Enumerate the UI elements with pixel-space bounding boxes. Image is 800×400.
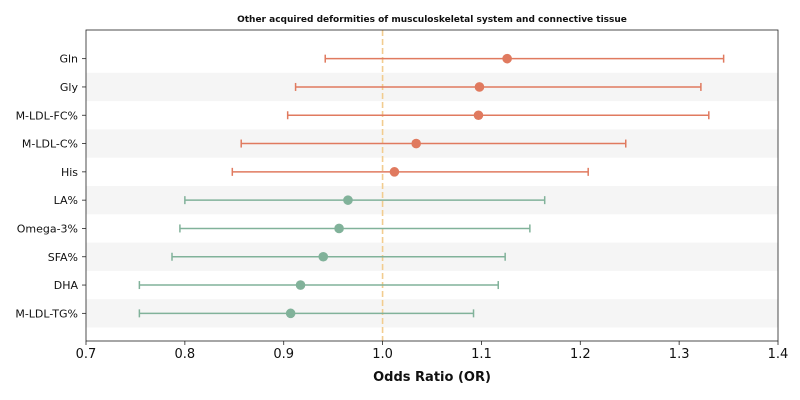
y-tick-label: M-LDL-FC% [16,109,78,122]
y-tick-label: His [61,166,78,179]
chart-title: Other acquired deformities of musculoske… [237,15,627,25]
x-tick-label: 1.3 [669,347,690,362]
y-tick-label: M-LDL-TG% [15,307,78,320]
forest-row: M-LDL-C% [22,138,627,151]
forest-row: DHA [54,279,499,292]
forest-row: LA% [54,194,546,207]
y-tick-label: Gln [59,53,78,66]
forest-row: Gly [60,81,702,94]
odds-ratio-point [285,308,296,319]
odds-ratio-point [343,195,353,205]
x-tick-label: 0.7 [76,347,97,362]
forest-row: M-LDL-TG% [15,307,475,320]
y-tick-label: LA% [54,194,78,207]
y-tick-label: DHA [54,279,79,292]
x-tick-label: 0.8 [175,347,196,362]
x-tick-label: 1.2 [570,347,591,362]
forest-row: Omega-3% [17,222,531,235]
forest-row: M-LDL-FC% [16,109,710,122]
odds-ratio-point [318,251,329,262]
x-tick-label: 0.9 [273,347,294,362]
odds-ratio-point [334,223,344,234]
y-tick-label: M-LDL-C% [22,138,78,151]
odds-ratio-point [474,82,485,92]
odds-ratio-point [295,280,306,290]
y-tick-label: Omega-3% [17,222,78,235]
plot-frame [85,29,779,342]
x-tick-label: 1.4 [768,347,789,362]
forest-rows: Gln Gly M-LDL-FC% M-LDL-C% His LA% Omega-3% SFA… [15,53,725,320]
x-axis-label: Odds Ratio (OR) [373,370,491,385]
forest-row: SFA% [48,251,506,264]
y-tick-label: Gly [60,81,79,94]
x-tick-label: 1.1 [471,347,492,362]
odds-ratio-point [411,138,421,149]
odds-ratio-point [389,167,400,177]
odds-ratio-point [473,110,484,121]
odds-ratio-point [502,53,512,64]
x-axis-ticks: 0.7 0.8 0.9 1.0 1.1 1.2 1.3 1.4 [76,341,789,362]
x-tick-label: 1.0 [372,347,393,362]
y-tick-label: SFA% [48,251,78,264]
forest-row: Gln [59,53,725,66]
forest-row: His [61,166,589,179]
